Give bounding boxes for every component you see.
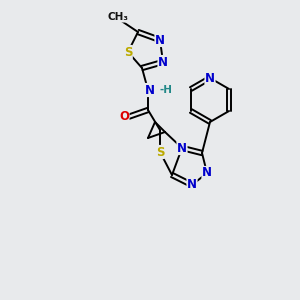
Text: N: N (158, 56, 168, 68)
Text: N: N (205, 71, 215, 85)
Text: -H: -H (159, 85, 172, 95)
Text: S: S (156, 146, 164, 158)
Text: N: N (202, 167, 212, 179)
Text: N: N (145, 83, 155, 97)
Text: CH₃: CH₃ (107, 12, 128, 22)
Text: O: O (119, 110, 129, 124)
Text: N: N (177, 142, 187, 154)
Text: S: S (124, 46, 132, 59)
Text: N: N (155, 34, 165, 46)
Text: N: N (187, 178, 197, 191)
